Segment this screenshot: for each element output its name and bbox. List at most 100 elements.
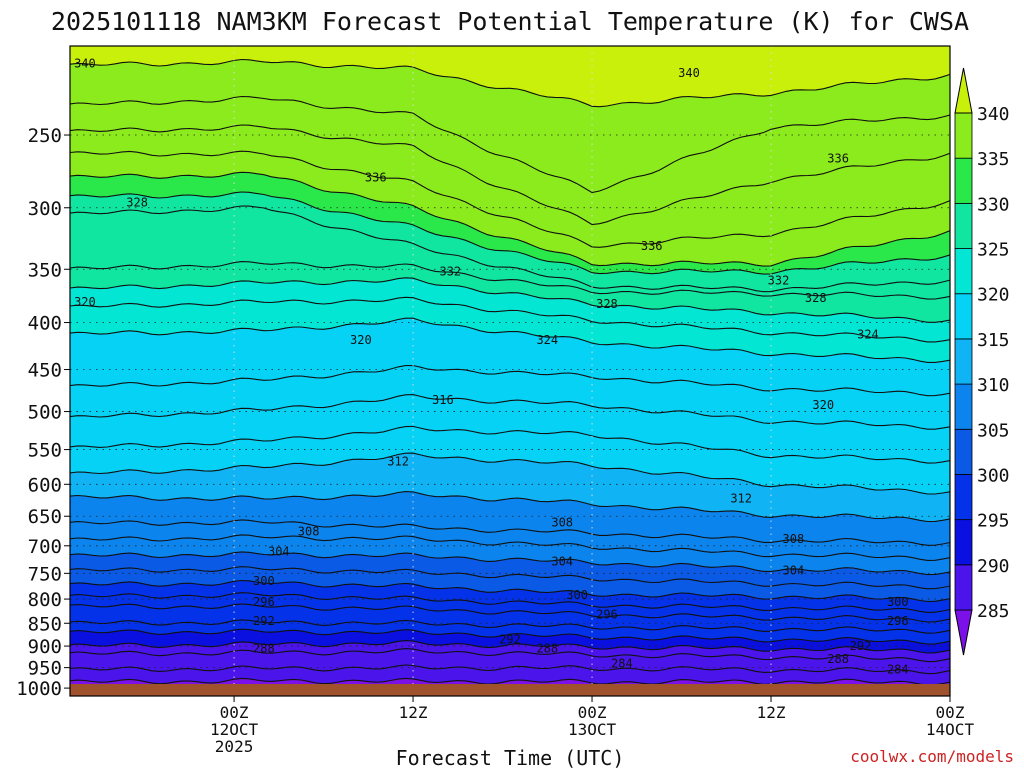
plot-area: 340 340 336 336 336 328 332 332 328 328 320 320 324 3…	[70, 46, 950, 696]
contour-labels: 340 340 336 336 336 328 332 332 328 328 320 320 324 3…	[74, 57, 909, 677]
colorbar-swatch-330	[954, 157, 973, 204]
contour-label-312: 312	[730, 492, 752, 506]
y-tick-label-450: 450	[28, 360, 62, 382]
contour-line-336	[70, 124, 950, 226]
colorbar-swatch-305	[954, 383, 973, 430]
contour-line-300	[70, 579, 950, 603]
credit-link[interactable]: coolwx.com/models	[850, 747, 1014, 766]
contour-label-304: 304	[268, 544, 290, 558]
y-tick-label-400: 400	[28, 313, 62, 335]
colorbar-label-305: 305	[977, 420, 1010, 441]
colorbar-label-285: 285	[977, 601, 1010, 622]
contour-label-296: 296	[887, 614, 909, 628]
contour-line-324	[70, 277, 950, 323]
contour-label-308: 308	[551, 515, 573, 529]
contour-label-304: 304	[551, 554, 573, 568]
contour-line-320	[70, 317, 950, 363]
y-tick-label-800: 800	[28, 589, 62, 611]
x-tick-label-18-0: 12Z	[399, 703, 428, 722]
colorbar: 285 290 295 300 305 310 315 320 325 330 335 340	[954, 67, 1010, 656]
contour-line-308	[70, 519, 950, 546]
y-tick-label-650: 650	[28, 506, 62, 528]
x-tick-label-42-0: 12Z	[757, 703, 786, 722]
contour-label-308: 308	[298, 524, 320, 538]
contour-label-296: 296	[596, 608, 618, 622]
contour-label-288: 288	[536, 642, 558, 656]
contour-label-324: 324	[857, 327, 879, 341]
y-tick-label-350: 350	[28, 259, 62, 281]
colorbar-swatch-335	[954, 112, 973, 159]
contour-line-328	[70, 205, 950, 293]
contour-label-328: 328	[596, 297, 618, 311]
contour-label-336: 336	[641, 239, 663, 253]
colorbar-label-315: 315	[977, 330, 1010, 351]
theta-contour-lines	[70, 58, 950, 686]
contour-label-312: 312	[387, 455, 409, 469]
contour-label-320: 320	[74, 295, 96, 309]
contour-label-316: 316	[432, 393, 454, 407]
plot-frame	[69, 45, 951, 697]
colorbar-label-325: 325	[977, 240, 1010, 261]
contour-label-336: 336	[827, 151, 849, 165]
contour-line-322	[70, 296, 950, 343]
colorbar-label-340: 340	[977, 104, 1010, 125]
chart-title: 2025101118 NAM3KM Forecast Potential Tem…	[51, 7, 969, 36]
contour-line-310	[70, 491, 950, 523]
contour-line-290	[70, 640, 950, 654]
colorbar-swatch-325	[954, 202, 973, 249]
theta-fill-bands	[70, 46, 950, 696]
contour-line-316	[70, 394, 950, 430]
x-tick-label-6-0: 00Z	[220, 703, 249, 722]
contour-line-286	[70, 664, 950, 675]
contour-label-320: 320	[812, 398, 834, 412]
colorbar-swatch-300	[954, 428, 973, 475]
contour-line-292	[70, 628, 950, 645]
contour-line-340	[70, 58, 950, 108]
contour-line-304	[70, 551, 950, 576]
contour-label-300: 300	[887, 595, 909, 609]
contour-label-300: 300	[566, 588, 588, 602]
contour-label-340: 340	[678, 66, 700, 80]
contour-line-326	[70, 261, 950, 300]
contour-line-330	[70, 191, 950, 275]
y-tick-label-500: 500	[28, 402, 62, 424]
colorbar-label-335: 335	[977, 149, 1010, 170]
contour-label-300: 300	[253, 574, 275, 588]
contour-label-324: 324	[536, 333, 558, 347]
y-tick-label-300: 300	[28, 198, 62, 220]
contour-line-302	[70, 566, 950, 590]
colorbar-swatch-310	[954, 338, 973, 385]
y-tick-label-250: 250	[28, 125, 62, 147]
y-tick-label-750: 750	[28, 563, 62, 585]
y-tick-label-700: 700	[28, 536, 62, 558]
x-tick-label-30-0: 00Z	[578, 703, 607, 722]
colorbar-swatch-290	[954, 519, 973, 566]
contour-label-328: 328	[805, 291, 827, 305]
contour-line-332	[70, 171, 950, 267]
contour-line-298	[70, 592, 950, 613]
contour-label-308: 308	[783, 532, 805, 546]
contour-label-332: 332	[439, 265, 461, 279]
contour-line-318	[70, 364, 950, 397]
y-axis-pressure: 2503003504004505005506006507007508008509…	[16, 125, 70, 700]
colorbar-swatch-320	[954, 248, 973, 295]
y-tick-label-850: 850	[28, 613, 62, 635]
colorbar-label-330: 330	[977, 194, 1010, 215]
y-tick-label-950: 950	[28, 658, 62, 680]
surface-ground	[70, 684, 950, 696]
contour-label-284: 284	[611, 656, 633, 670]
contour-label-288: 288	[253, 641, 275, 655]
colorbar-swatch-285	[954, 564, 973, 611]
contour-line-312	[70, 452, 950, 495]
contour-line-294	[70, 619, 950, 634]
contour-line-334	[70, 150, 950, 248]
contour-label-288: 288	[827, 652, 849, 666]
contour-label-292: 292	[499, 632, 521, 646]
contour-label-320: 320	[350, 333, 372, 347]
colorbar-label-300: 300	[977, 465, 1010, 486]
contour-line-314	[70, 425, 950, 464]
y-tick-label-1000: 1000	[16, 678, 62, 700]
colorbar-arrow-high	[954, 67, 973, 114]
